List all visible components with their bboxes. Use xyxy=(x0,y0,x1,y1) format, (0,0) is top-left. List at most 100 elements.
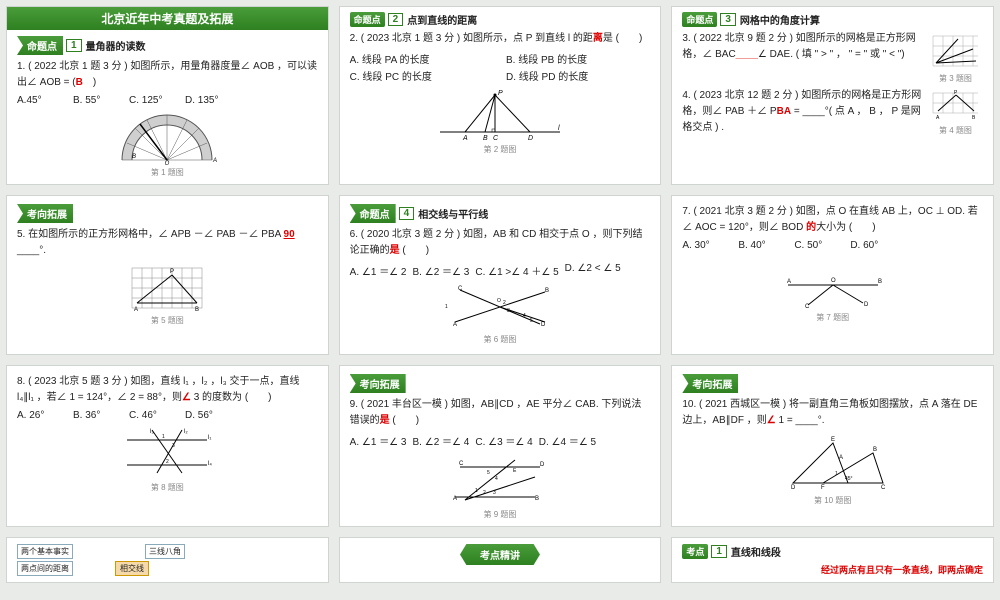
q3-figure: 第 3 题图 xyxy=(928,31,983,84)
slide-6: 命题点 4 相交线与平行线 6. ( 2020 北京 3 题 2 分 ) 如图，… xyxy=(339,195,662,355)
protractor-figure: B O A 第 1 题图 xyxy=(17,110,318,178)
svg-text:2: 2 xyxy=(483,490,486,496)
svg-text:D: D xyxy=(864,302,869,308)
slide-13: 考点 1 直线和线段 经过两点有且只有一条直线，即两点确定 xyxy=(671,537,994,583)
svg-text:D: D xyxy=(791,485,796,491)
kd-tag: 考点 1 直线和线段 xyxy=(682,544,781,559)
svg-text:l₄: l₄ xyxy=(208,461,212,467)
svg-text:A: A xyxy=(453,496,457,502)
svg-text:D: D xyxy=(540,462,545,468)
q4-text: 4. ( 2023 北京 12 题 2 分 ) 如图所示的网格是正方形网格，则∠… xyxy=(682,88,924,136)
svg-text:F: F xyxy=(821,485,825,491)
slide-11: 两个基本事实 三线八角 两点间的距离 相交线 xyxy=(6,537,329,583)
svg-text:5: 5 xyxy=(487,470,490,476)
slide-2: 命题点 2 点到直线的距离 2. ( 2023 北京 1 题 3 分 ) 如图所… xyxy=(339,6,662,185)
svg-text:A: A xyxy=(787,279,791,285)
q2-options: A. 线段 PA 的长度B. 线段 PB 的长度 C. 线段 PC 的长度D. … xyxy=(350,51,651,83)
svg-text:A: A xyxy=(212,158,217,164)
q4-figure: APB 第 4 题图 xyxy=(928,88,983,136)
svg-text:5: 5 xyxy=(530,318,533,324)
q3-text: 3. ( 2022 北京 9 题 2 分 ) 如图所示的网格是正方形网格，∠ B… xyxy=(682,31,924,63)
q1-options: A.45° B. 55° C. 125° D. 135° xyxy=(17,95,318,106)
q1-text: 1. ( 2022 北京 1 题 3 分 ) 如图所示，用量角器度量∠ AOB … xyxy=(17,59,318,91)
svg-text:C: C xyxy=(493,135,499,142)
svg-text:1: 1 xyxy=(445,304,448,310)
q9-figure: CD AB E 54 123 第 9 题图 xyxy=(350,452,651,520)
svg-text:A: A xyxy=(936,115,940,121)
q8-options: A. 26° B. 36° C. 46° D. 56° xyxy=(17,410,318,421)
kxtz-tag-10: 考向拓展 xyxy=(682,374,738,393)
svg-text:C: C xyxy=(459,461,464,467)
q2-text: 2. ( 2023 北京 1 题 3 分 ) 如图所示，点 P 到直线 l 的距… xyxy=(350,31,651,47)
q2-figure: P A B C D l 第 2 题图 xyxy=(350,87,651,155)
svg-text:B: B xyxy=(535,496,539,502)
svg-text:A: A xyxy=(453,322,457,328)
s13-line: 经过两点有且只有一条直线，即两点确定 xyxy=(682,563,983,576)
svg-text:l: l xyxy=(558,125,560,132)
svg-text:O: O xyxy=(165,161,170,165)
svg-text:B: B xyxy=(132,154,136,160)
svg-text:C: C xyxy=(458,286,463,292)
slide-5: 考向拓展 5. 在如图所示的正方形网格中，∠ APB －∠ PAB －∠ PBA… xyxy=(6,195,329,355)
main-header: 北京近年中考真题及拓展 xyxy=(7,7,328,30)
svg-text:4: 4 xyxy=(495,476,498,482)
svg-text:1: 1 xyxy=(162,434,165,440)
slide-7: 7. ( 2021 北京 3 题 2 分 ) 如图，点 O 在直线 AB 上，O… xyxy=(671,195,994,355)
kdjj-banner: 考点精讲 xyxy=(460,544,540,565)
svg-text:l₁: l₁ xyxy=(208,435,211,441)
svg-text:P: P xyxy=(170,269,174,275)
topic-tag-4: 命题点 4 相交线与平行线 xyxy=(350,204,489,223)
q10-figure: DE FC BA 145° 第 10 题图 xyxy=(682,433,983,506)
q9-text: 9. ( 2021 丰台区一模 ) 如图，AB∥CD ，AE 平分∠ CAB. … xyxy=(350,397,651,429)
svg-text:l₂: l₂ xyxy=(184,429,188,435)
topic-tag-2: 命题点 2 点到直线的距离 xyxy=(350,12,478,27)
svg-text:P: P xyxy=(498,90,503,97)
svg-text:B: B xyxy=(545,288,549,294)
q7-figure: AB O CD 第 7 题图 xyxy=(682,255,983,323)
svg-text:2: 2 xyxy=(166,459,169,465)
svg-text:B: B xyxy=(873,447,877,453)
svg-text:3: 3 xyxy=(493,490,496,496)
q6-text: 6. ( 2020 北京 3 题 2 分 ) 如图，AB 和 CD 相交于点 O… xyxy=(350,227,651,259)
kxtz-tag-5: 考向拓展 xyxy=(17,204,73,223)
svg-text:1: 1 xyxy=(835,471,838,477)
slide-9: 考向拓展 9. ( 2021 丰台区一模 ) 如图，AB∥CD ，AE 平分∠ … xyxy=(339,365,662,527)
q5-figure: PAB 第 5 题图 xyxy=(17,263,318,326)
svg-text:B: B xyxy=(195,307,199,313)
svg-text:A: A xyxy=(839,455,843,461)
svg-text:3: 3 xyxy=(507,308,510,314)
q9-options: A. ∠1 ＝∠ 3 B. ∠2 ＝∠ 4 C. ∠3 ＝∠ 4 D. ∠4 ＝… xyxy=(350,433,651,448)
slide-3: 命题点 3 网格中的角度计算 3. ( 2022 北京 9 题 2 分 ) 如图… xyxy=(671,6,994,185)
svg-text:B: B xyxy=(972,115,976,121)
svg-text:A: A xyxy=(462,135,468,142)
q8-text: 8. ( 2023 北京 5 题 3 分 ) 如图，直线 l₁ ，l₂ ，l₃ … xyxy=(17,374,318,406)
svg-text:l₃: l₃ xyxy=(150,429,154,435)
svg-text:4: 4 xyxy=(523,313,526,319)
svg-text:O: O xyxy=(831,278,836,284)
kxtz-tag-9: 考向拓展 xyxy=(350,374,406,393)
svg-text:B: B xyxy=(483,135,488,142)
svg-text:O: O xyxy=(497,298,501,304)
svg-text:D: D xyxy=(541,322,546,328)
q7-text: 7. ( 2021 北京 3 题 2 分 ) 如图，点 O 在直线 AB 上，O… xyxy=(682,204,983,236)
svg-text:45°: 45° xyxy=(845,476,853,482)
svg-text:E: E xyxy=(831,437,835,443)
slide-10: 考向拓展 10. ( 2021 西城区一模 ) 将一副直角三角板如图摆放，点 A… xyxy=(671,365,994,527)
svg-text:A: A xyxy=(134,307,138,313)
svg-text:D: D xyxy=(528,135,533,142)
topic-tag-3: 命题点 3 网格中的角度计算 xyxy=(682,12,820,27)
slide-1: 北京近年中考真题及拓展 命题点 1 量角器的读数 1. ( 2022 北京 1 … xyxy=(6,6,329,185)
q8-figure: l₁l₄ l₂l₃ 132 第 8 题图 xyxy=(17,425,318,493)
svg-text:2: 2 xyxy=(503,300,506,306)
topic-tag-1: 命题点 1 量角器的读数 xyxy=(17,36,146,55)
q6-figure: AB CD O 12 345 第 6 题图 xyxy=(350,282,651,345)
q10-text: 10. ( 2021 西城区一模 ) 将一副直角三角板如图摆放，点 A 落在 D… xyxy=(682,397,983,429)
slide-grid: 北京近年中考真题及拓展 命题点 1 量角器的读数 1. ( 2022 北京 1 … xyxy=(6,6,994,527)
svg-text:C: C xyxy=(805,304,810,310)
bottom-row: 两个基本事实 三线八角 两点间的距离 相交线 考点精讲 考点 1 直线和线段 经… xyxy=(6,537,994,583)
q6-options: A. ∠1 ＝∠ 2 B. ∠2 ＝∠ 3 C. ∠1 >∠ 4 ＋∠ 5 D.… xyxy=(350,263,651,278)
svg-text:B: B xyxy=(878,279,882,285)
svg-text:E: E xyxy=(513,468,517,474)
q7-options: A. 30° B. 40° C. 50° D. 60° xyxy=(682,240,983,251)
svg-text:C: C xyxy=(881,485,886,491)
